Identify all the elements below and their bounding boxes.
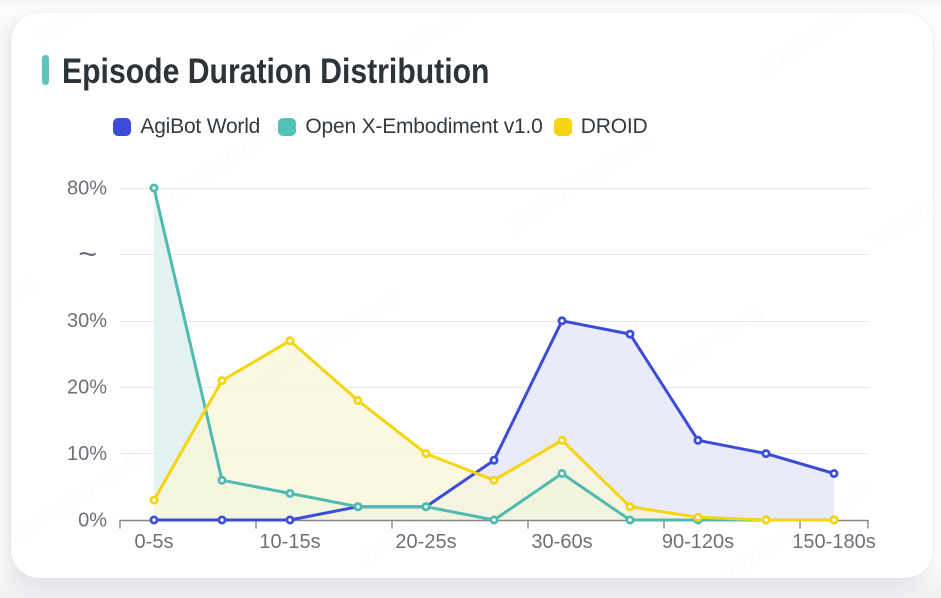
svg-text:10%: 10% [67,443,107,465]
svg-text:30%: 30% [67,310,107,332]
svg-text:20-25s: 20-25s [395,531,456,553]
svg-text:30-60s: 30-60s [531,531,592,553]
svg-text:80%: 80% [67,177,107,199]
svg-text:10-15s: 10-15s [259,531,320,553]
svg-text:90-120s: 90-120s [662,531,734,553]
svg-text:0-5s: 0-5s [135,531,174,553]
svg-text:~: ~ [78,236,97,272]
svg-text:150-180s: 150-180s [792,531,875,553]
svg-text:20%: 20% [67,377,107,399]
svg-text:0%: 0% [78,509,107,531]
